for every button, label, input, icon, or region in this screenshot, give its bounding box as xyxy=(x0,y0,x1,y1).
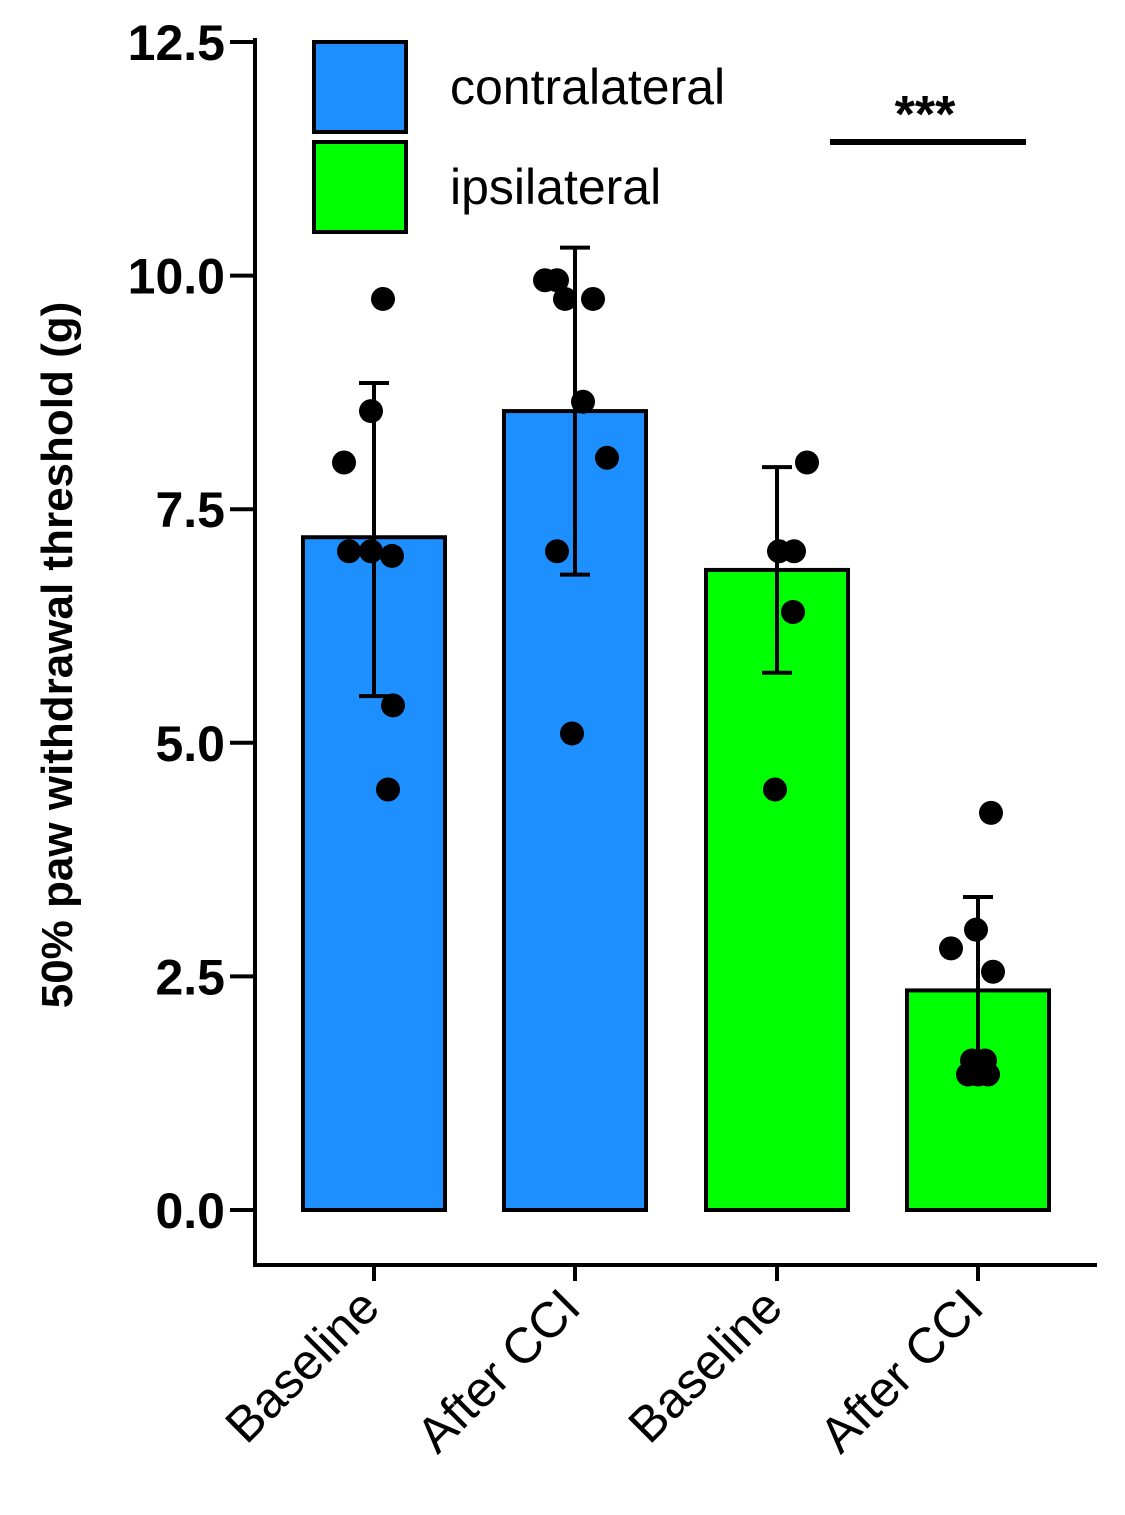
data-point xyxy=(782,539,806,564)
y-tick-label: 10.0 xyxy=(128,249,225,305)
data-points xyxy=(332,268,1005,1087)
x-tick-label: Baseline xyxy=(618,1278,793,1453)
y-tick-label: 5.0 xyxy=(155,716,225,772)
data-point xyxy=(337,539,361,564)
error-bars xyxy=(359,245,993,1068)
x-tick-label: After CCI xyxy=(406,1278,591,1463)
data-point xyxy=(964,917,988,942)
data-point xyxy=(380,543,404,568)
y-tick-label: 7.5 xyxy=(155,482,225,538)
data-point xyxy=(332,450,356,475)
data-point xyxy=(545,539,569,564)
data-point xyxy=(376,777,400,802)
legend: contralateral ipsilateral xyxy=(312,40,725,234)
legend-label-ipsilateral: ipsilateral xyxy=(450,159,661,215)
data-point xyxy=(939,936,963,961)
legend-swatch-contralateral xyxy=(312,40,408,134)
data-point xyxy=(976,1062,1000,1087)
significance-stars: *** xyxy=(895,86,956,144)
data-point xyxy=(381,693,405,718)
data-point xyxy=(795,450,819,475)
y-tick-label: 12.5 xyxy=(128,15,225,71)
legend-swatch-ipsilateral xyxy=(312,140,408,234)
data-point xyxy=(979,800,1003,825)
data-point xyxy=(371,286,395,311)
data-point xyxy=(359,539,383,564)
significance-annotation: *** xyxy=(830,86,1026,145)
data-point xyxy=(560,721,584,746)
y-axis: 0.0 2.5 5.0 7.5 10.0 12.5 xyxy=(128,15,257,1265)
data-point xyxy=(981,959,1005,984)
data-point xyxy=(581,286,605,311)
data-point xyxy=(359,399,383,424)
data-point xyxy=(781,599,805,624)
data-point xyxy=(595,445,619,470)
data-point xyxy=(553,286,577,311)
bars xyxy=(301,409,1051,1213)
y-tick-label: 2.5 xyxy=(155,949,225,1005)
y-axis-label: 50% paw withdrawal threshold (g) xyxy=(33,302,82,1009)
x-axis: Baseline After CCI Baseline After CCI xyxy=(215,1263,1097,1463)
data-point xyxy=(545,268,569,293)
y-tick-label: 0.0 xyxy=(155,1183,225,1239)
x-tick-label: Baseline xyxy=(215,1278,390,1453)
legend-label-contralateral: contralateral xyxy=(450,59,725,115)
data-point xyxy=(763,777,787,802)
x-tick-label: After CCI xyxy=(809,1278,994,1463)
data-point xyxy=(571,389,595,414)
